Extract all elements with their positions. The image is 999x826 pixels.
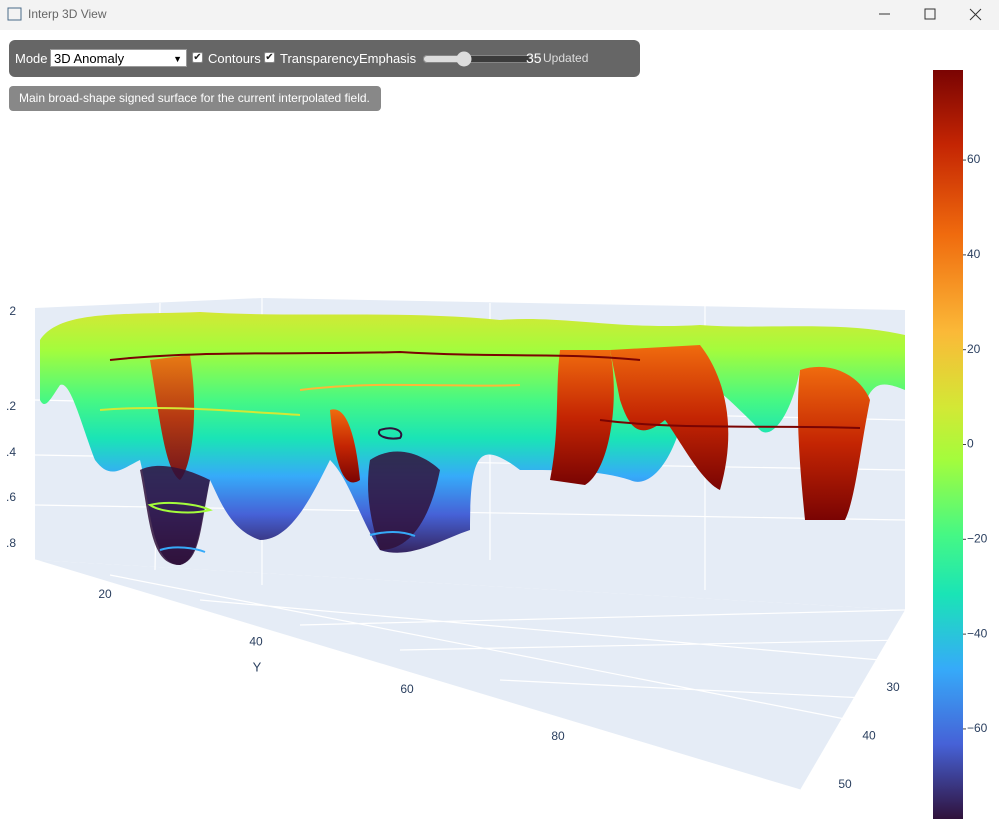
x-tick-label: 50 [838,777,852,791]
status-text: Updated [543,51,589,65]
surface [40,312,905,565]
z-tick-label: .6 [6,490,16,504]
window-title: Interp 3D View [28,7,107,21]
z-tick-label: .2 [6,399,16,413]
y-tick-label: 20 [98,587,112,601]
toolbar: Mode 3D Anomaly ▼ ✔ Contours ✔ Transparen… [9,40,640,77]
contours-checkbox[interactable]: ✔ [192,52,203,63]
app-icon [7,7,22,21]
colorbar-tick-label: 60 [967,152,981,166]
emphasis-slider[interactable] [422,51,534,67]
z-tick-label: .4 [6,445,16,459]
transparency-checkbox[interactable]: ✔ [264,52,275,63]
floor-pane [35,560,905,790]
colorbar-tick-label: −60 [967,721,988,735]
z-tick-label: 2 [9,304,16,318]
mode-label: Mode [15,51,48,66]
colorbar-tick-label: −20 [967,531,988,545]
colorbar-tick-label: 40 [967,247,981,261]
y-tick-label: 60 [400,682,414,696]
maximize-button[interactable] [924,8,936,20]
title-bar [0,0,999,30]
mode-dropdown[interactable]: 3D Anomaly ▼ [50,49,187,67]
colorbar-tick-label: 0 [967,437,974,451]
x-tick-label: 40 [862,729,876,743]
colorbar [933,70,963,819]
y-tick-label: 40 [249,635,263,649]
colorbar-tick-label: −40 [967,626,988,640]
info-text: Main broad-shape signed surface for the … [19,91,370,105]
z-tick-label: .8 [6,536,16,550]
axes: Y 20 40 60 80 30 40 50 2 .2 .4 .6 .8 [6,304,900,791]
slider-value: 35 [526,50,542,66]
contours-label: Contours [208,51,261,66]
y-tick-label: 80 [551,729,565,743]
colorbar-tick-label: 20 [967,342,981,356]
transparency-label: TransparencyEmphasis [280,51,417,66]
mode-value: 3D Anomaly [54,51,125,66]
close-button[interactable] [969,8,982,21]
y-axis-title: Y [253,659,262,674]
info-box: Main broad-shape signed surface for the … [9,86,381,111]
x-tick-label: 30 [886,680,900,694]
